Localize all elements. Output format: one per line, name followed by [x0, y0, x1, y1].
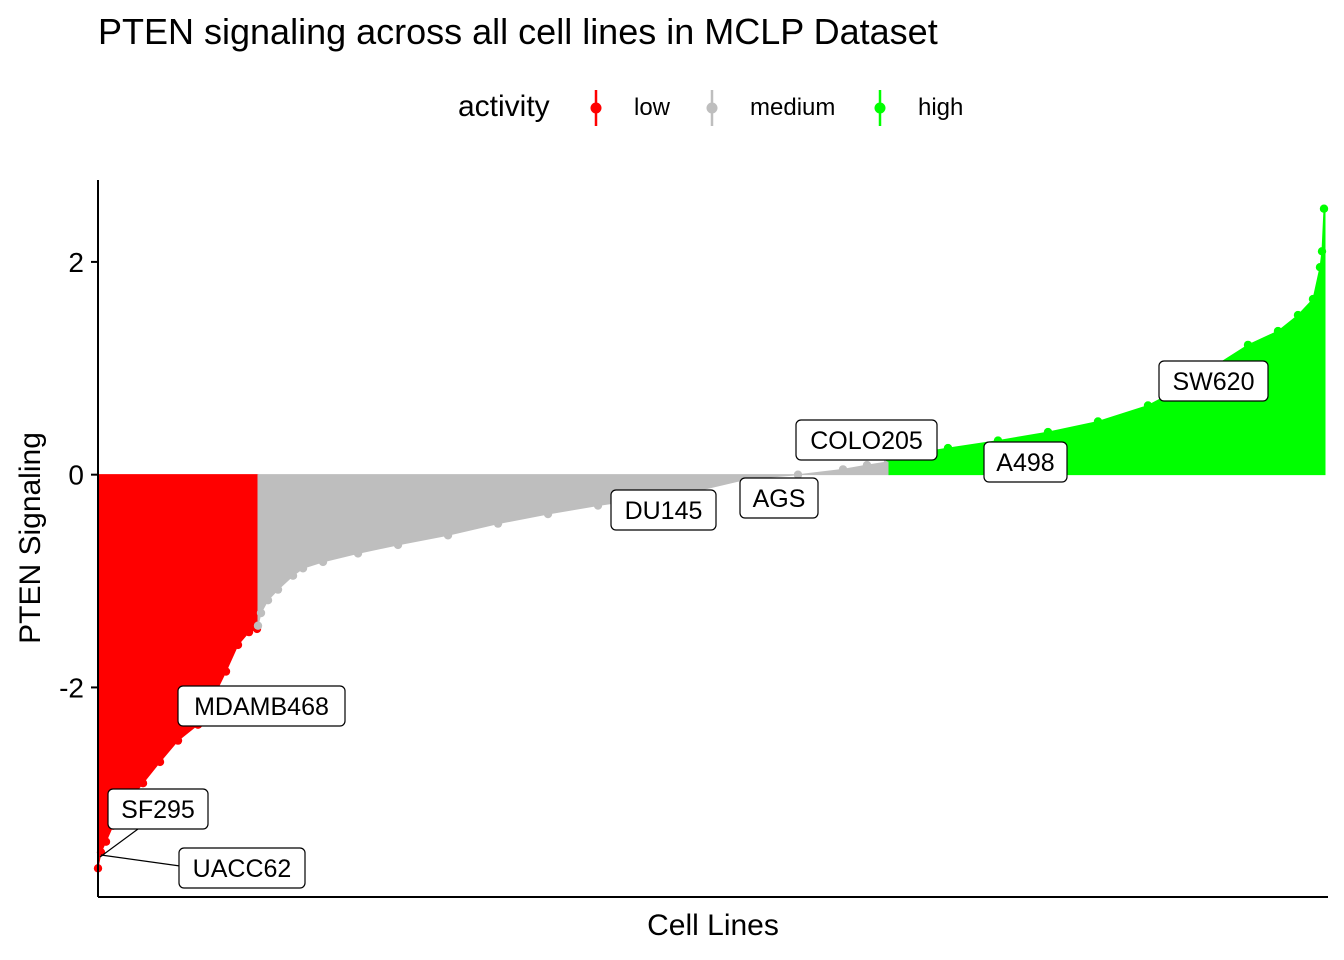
annotation-label: AGS	[739, 477, 819, 519]
point-low-5	[138, 779, 148, 788]
point-high-9	[1273, 326, 1283, 336]
annotation-leader	[99, 828, 139, 858]
legend-label-low: low	[634, 94, 671, 121]
bars-high	[888, 208, 1326, 476]
point-high-8	[1243, 340, 1253, 350]
y-axis-title: PTEN Signaling	[14, 432, 47, 644]
annotation-layer: SF295 UACC62 MDAMB468 DU145 AGS COLO205 A498 SW…	[99, 360, 1269, 889]
annotation-text: UACC62	[193, 855, 292, 883]
point-high-11	[1308, 294, 1318, 304]
annotation-label: DU145	[610, 489, 717, 531]
legend-label-high: high	[918, 94, 964, 121]
point-low-11	[233, 640, 243, 650]
point-medium-16	[793, 470, 803, 479]
annotation-text: COLO205	[810, 427, 923, 455]
point-medium-1	[256, 608, 266, 618]
point-medium-0	[253, 621, 263, 630]
point-medium-3	[273, 585, 283, 594]
annotation-label: SW620	[1158, 360, 1269, 402]
series-high	[884, 204, 1329, 476]
point-medium-2	[263, 596, 273, 605]
annotation-box	[739, 477, 819, 519]
point-medium-8	[393, 540, 403, 550]
point-high-3	[1043, 427, 1053, 437]
legend-title: activity	[458, 90, 550, 123]
annotation-box	[107, 788, 209, 830]
point-medium-11	[543, 509, 553, 519]
point-low-7	[173, 736, 183, 745]
annotation-box	[610, 489, 717, 531]
point-low-2	[101, 837, 111, 846]
series-layer	[93, 204, 1329, 873]
point-high-4	[1093, 417, 1103, 426]
annotation-box	[178, 847, 306, 889]
point-medium-6	[318, 557, 328, 567]
annotation-box	[983, 441, 1068, 483]
annotation-label: MDAMB468	[177, 685, 346, 727]
annotation-label: A498	[983, 441, 1068, 483]
point-high-14	[1319, 204, 1329, 213]
y-ticks: 2 0 -2	[59, 247, 98, 703]
point-low-10	[221, 667, 231, 676]
point-medium-10	[493, 519, 503, 528]
point-medium-12	[593, 501, 603, 510]
annotation-box	[1158, 360, 1269, 402]
annotation-text: AGS	[753, 485, 806, 513]
annotation-box	[795, 419, 938, 461]
legend-key-medium	[706, 90, 718, 126]
annotation-text: DU145	[625, 497, 703, 525]
point-medium-5	[298, 564, 308, 573]
y-tick-label: 2	[68, 247, 84, 278]
point-medium-4	[288, 571, 298, 580]
point-high-5	[1143, 401, 1153, 410]
point-high-13	[1317, 247, 1327, 256]
annotation-label: SF295	[99, 788, 209, 858]
point-high-1	[943, 443, 953, 453]
annotation-leader	[100, 854, 181, 867]
annotation-box	[177, 685, 346, 727]
point-medium-7	[353, 549, 363, 558]
x-axis-title: Cell Lines	[647, 909, 779, 942]
annotation-text: SF295	[121, 796, 195, 824]
annotation-label: COLO205	[795, 419, 938, 461]
point-high-10	[1293, 310, 1303, 320]
point-low-6	[155, 757, 165, 767]
chart-title: PTEN signaling across all cell lines in …	[98, 11, 938, 52]
y-tick-label: 0	[68, 460, 84, 491]
legend-key-high	[874, 90, 886, 126]
legend-label-medium: medium	[750, 94, 836, 121]
point-low-12	[244, 627, 254, 637]
point-medium-9	[443, 531, 453, 540]
annotation-label: UACC62	[100, 847, 306, 889]
annotation-text: MDAMB468	[194, 693, 329, 721]
annotation-text: A498	[996, 449, 1054, 477]
point-medium-18	[862, 460, 872, 470]
legend-key-low	[590, 90, 602, 126]
y-tick-label: -2	[59, 672, 84, 703]
annotation-text: SW620	[1173, 368, 1255, 396]
point-medium-17	[838, 465, 848, 474]
point-high-12	[1315, 263, 1325, 272]
